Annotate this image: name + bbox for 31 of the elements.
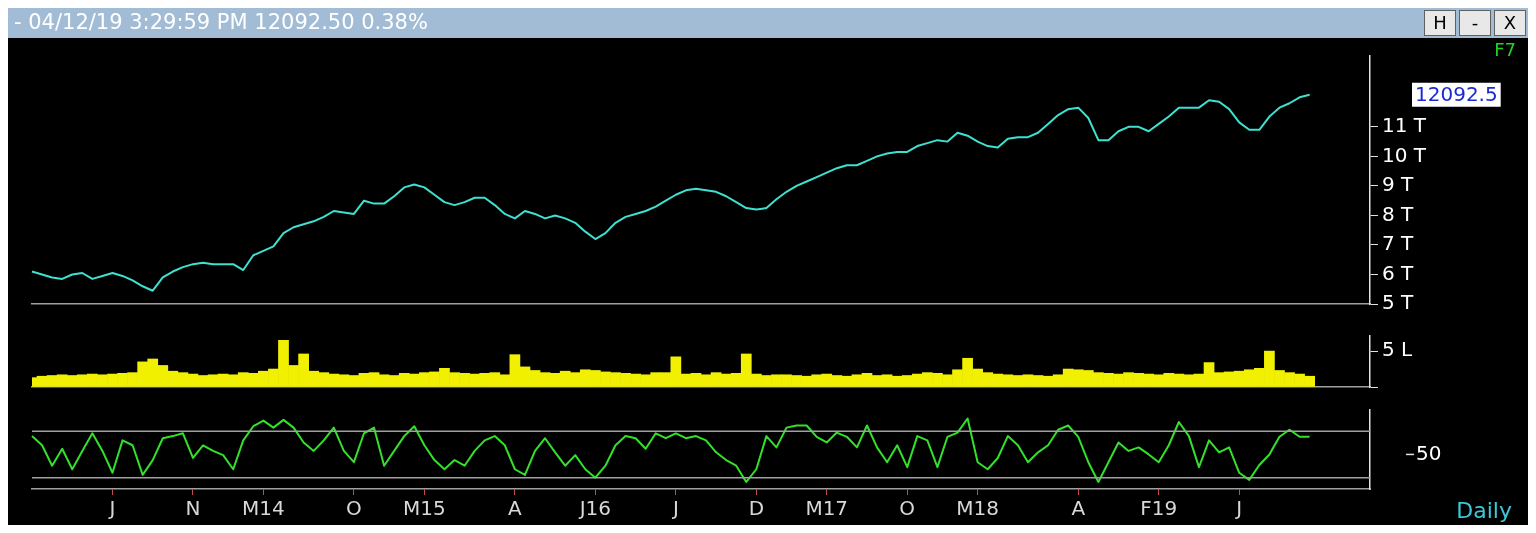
window-button: - <box>1459 10 1491 36</box>
x-tick-label: M18 <box>956 496 1000 521</box>
x-tick-label: A <box>508 496 523 521</box>
x-tick-label: J <box>107 496 116 521</box>
x-tick-label: O <box>899 496 916 521</box>
y-tick-label: 10 T <box>1382 142 1427 167</box>
y-tick-label: 5 T <box>1382 290 1415 315</box>
x-tick-label: M17 <box>805 496 849 521</box>
y-tick-label: 5 L <box>1382 337 1414 362</box>
y-tick-label: 8 T <box>1382 201 1415 226</box>
y-tick-label: 6 T <box>1382 260 1415 285</box>
x-tick-label: A <box>1071 496 1086 521</box>
text: 50 <box>1416 440 1442 465</box>
chart-title: - 04/12/19 3:29:59 PM 12092.50 0.38% <box>14 10 428 34</box>
x-tick-label: D <box>748 496 765 521</box>
text: 12092.5 <box>1415 81 1498 106</box>
x-tick-label: M15 <box>402 496 446 521</box>
x-tick-label: M14 <box>242 496 285 521</box>
x-tick-label: F19 <box>1140 496 1178 521</box>
text: F7 <box>1494 38 1516 60</box>
x-tick-label: J <box>1234 496 1243 521</box>
window-button: X <box>1494 10 1526 36</box>
x-tick-label: N <box>185 496 201 521</box>
y-tick-label: 7 T <box>1382 231 1415 256</box>
x-tick-label: O <box>346 496 362 521</box>
y-tick-label: 11 T <box>1382 113 1427 138</box>
window-button: H <box>1424 10 1456 36</box>
x-tick-label: J <box>670 496 679 521</box>
text: Daily <box>1456 498 1512 523</box>
x-tick-label: J16 <box>577 496 612 521</box>
y-tick-label: 9 T <box>1382 172 1415 197</box>
